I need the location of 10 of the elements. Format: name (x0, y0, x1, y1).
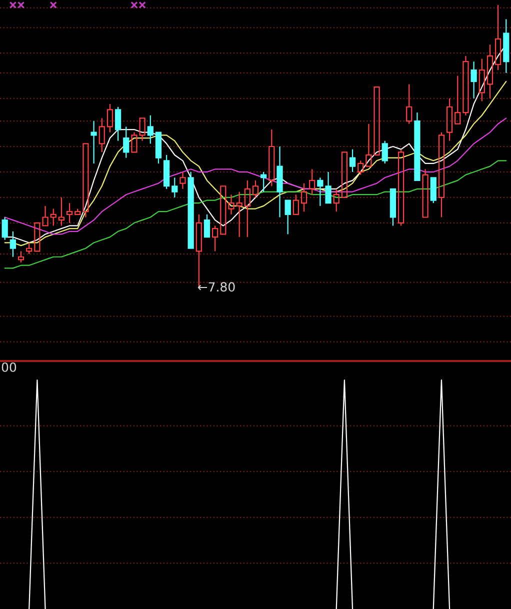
candlestick (90, 120, 97, 164)
candlestick (486, 44, 494, 99)
candlestick (228, 194, 234, 215)
candlestick (462, 55, 469, 116)
candlestick (180, 171, 186, 190)
text: 00 (2, 362, 16, 372)
candlestick (276, 146, 283, 218)
candlestick (503, 18, 510, 74)
annotation: ←7.80 (198, 282, 235, 292)
candlestick (236, 191, 242, 238)
